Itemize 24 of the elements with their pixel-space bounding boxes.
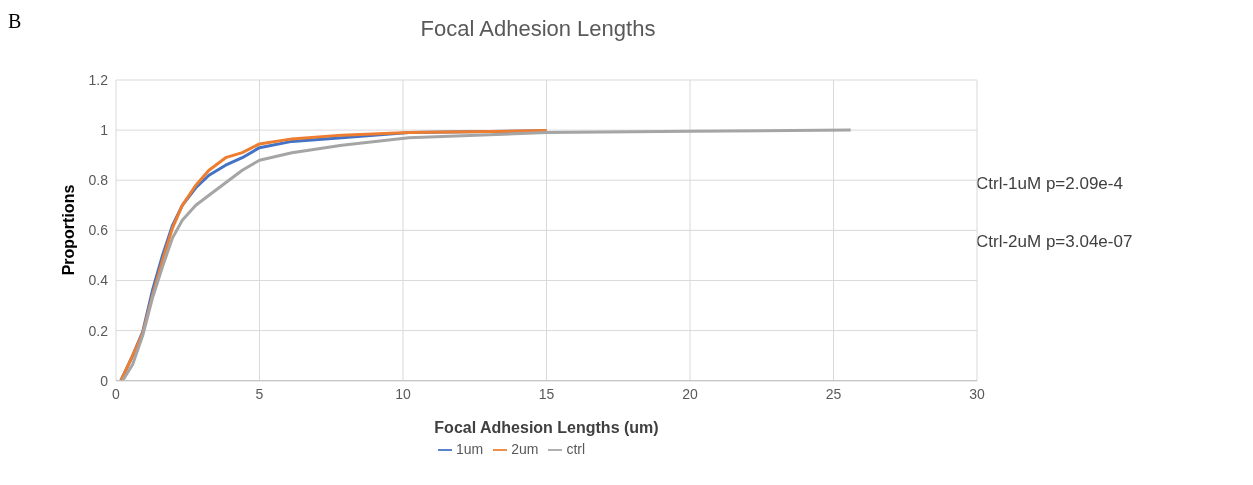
y-tick-label: 1.2 [88,71,109,88]
annotation: Ctrl-2uM p=3.04e-07 [976,232,1133,252]
line-series [121,128,853,381]
y-tick-label: 0.8 [88,172,109,189]
y-tick-label: 0.2 [88,322,109,339]
x-axis-title: Focal Adhesion Lengths (um) [434,418,659,436]
legend-label: 2um [511,440,539,457]
x-tick-label: 20 [682,385,698,402]
legend-label: 1um [455,440,484,457]
annotation: Ctrl-1uM p=2.09e-4 [976,174,1123,194]
y-tick-label: 0.4 [88,272,109,289]
x-tick-label: 25 [825,385,842,402]
text: B [8,10,22,33]
x-tick-label: 15 [538,385,555,402]
y-tick-label: 0.6 [88,222,109,239]
legend-label: ctrl [566,440,586,457]
x-tick-label: 10 [395,385,411,402]
x-tick-label: 30 [969,385,985,402]
y-tick-label: 0 [100,372,109,389]
x-tick-label: 5 [255,385,264,402]
y-axis-title: Proportions [59,184,77,276]
chart-title: Focal Adhesion Lengths [420,16,656,41]
x-tick-label: 0 [112,385,121,402]
y-tick-label: 1 [100,122,109,139]
